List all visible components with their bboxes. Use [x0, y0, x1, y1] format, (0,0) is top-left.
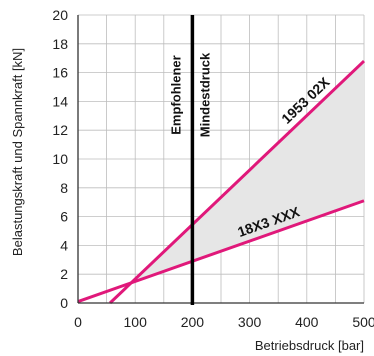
x-axis-label: Betriebsdruck [bar]	[255, 338, 364, 353]
series-line-1	[108, 59, 366, 305]
x-tick-label: 300	[238, 314, 262, 330]
y-tick-label: 10	[52, 151, 68, 167]
x-tick-label: 400	[295, 314, 319, 330]
x-tick-label: 500	[352, 314, 374, 330]
y-tick-label: 2	[60, 266, 68, 282]
annotation-empfohlener: Empfohlener	[168, 55, 183, 134]
x-tick-labels: 0 100 200 300 400 500	[74, 314, 374, 330]
y-tick-label: 18	[52, 36, 68, 52]
series-line-2	[77, 199, 365, 303]
y-tick-label: 0	[60, 295, 68, 311]
y-tick-label: 4	[60, 237, 68, 253]
y-tick-label: 6	[60, 209, 68, 225]
y-tick-label: 12	[52, 122, 68, 138]
x-tick-label: 200	[181, 314, 205, 330]
x-tick-label: 0	[74, 314, 82, 330]
y-tick-label: 20	[52, 7, 68, 23]
y-tick-label: 16	[52, 65, 68, 81]
axes	[77, 15, 364, 305]
y-tick-labels: 0 2 4 6 8 10 12 14 16 18 20	[52, 7, 68, 311]
y-axis-label: Belastungskraft und Spannkraft [kN]	[10, 48, 25, 256]
y-tick-label: 8	[60, 180, 68, 196]
y-tick-label: 14	[52, 93, 68, 109]
annotation-mindestdruck: Mindestdruck	[197, 52, 212, 137]
x-tick-label: 100	[124, 314, 148, 330]
series-lines	[77, 59, 366, 305]
